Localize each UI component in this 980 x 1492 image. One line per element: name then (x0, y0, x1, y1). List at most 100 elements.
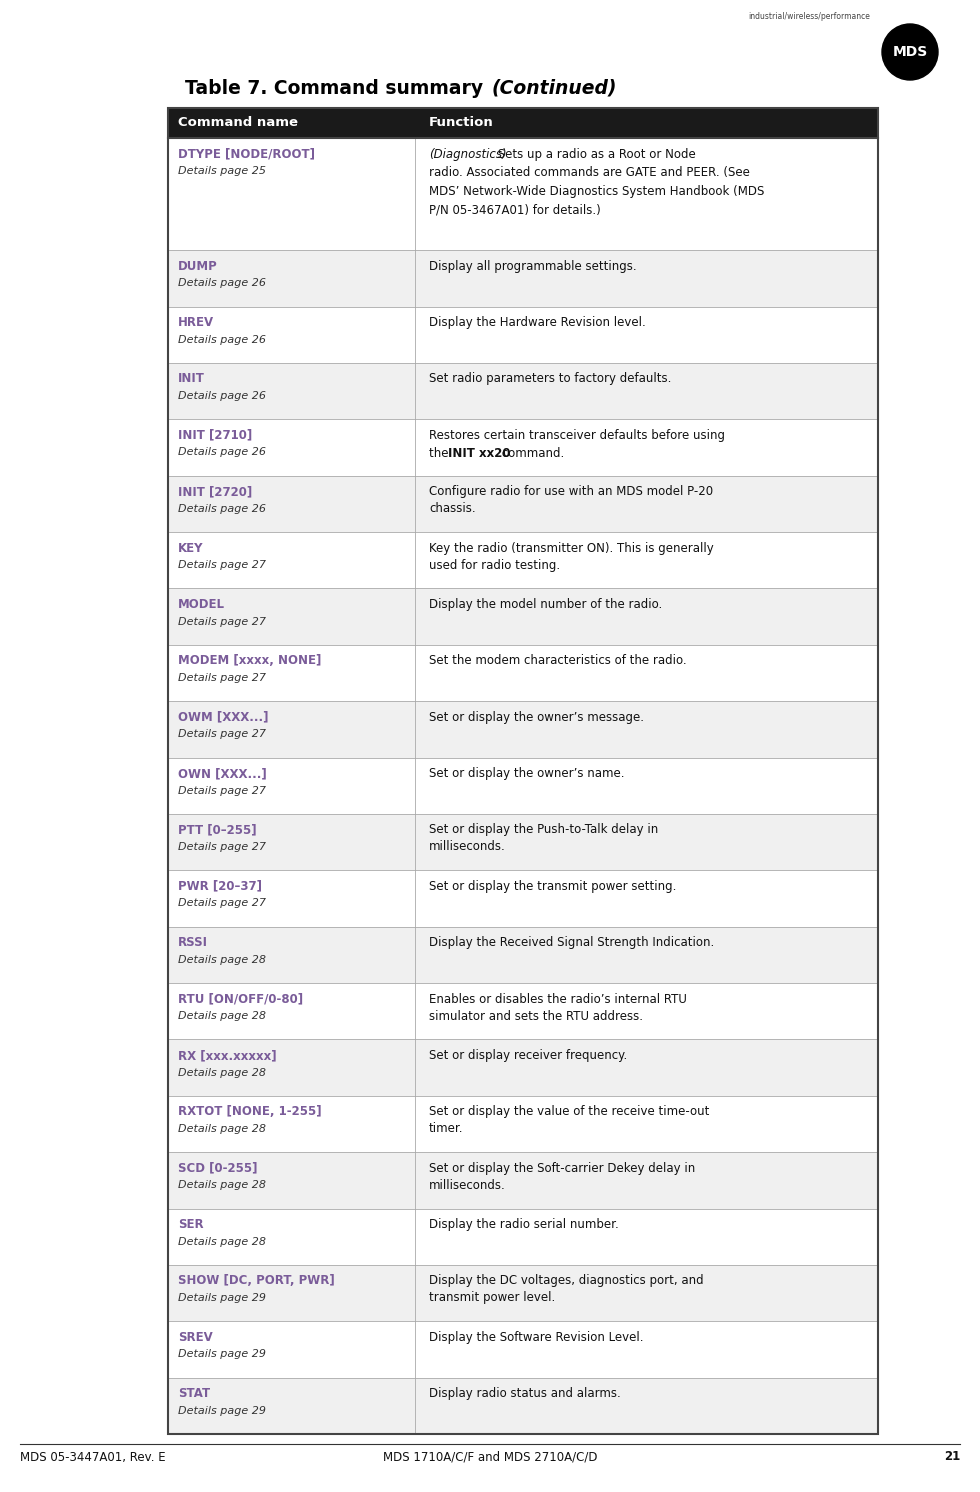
Text: Details page 28: Details page 28 (178, 1068, 266, 1077)
Bar (168, 419, 878, 476)
Text: Details page 27: Details page 27 (178, 841, 266, 852)
Text: command.: command. (498, 448, 564, 461)
Text: Display the radio serial number.: Display the radio serial number. (429, 1217, 618, 1231)
Text: OWM [XXX...]: OWM [XXX...] (178, 710, 269, 724)
Text: Display the DC voltages, diagnostics port, and
transmit power level.: Display the DC voltages, diagnostics por… (429, 1274, 704, 1304)
Text: Function: Function (429, 116, 494, 130)
Text: Display radio status and alarms.: Display radio status and alarms. (429, 1388, 620, 1399)
Text: Details page 28: Details page 28 (178, 1012, 266, 1021)
Bar (168, 1322, 878, 1377)
Text: Set radio parameters to factory defaults.: Set radio parameters to factory defaults… (429, 373, 671, 385)
Bar (168, 701, 878, 758)
Text: Details page 29: Details page 29 (178, 1405, 266, 1416)
Text: Details page 28: Details page 28 (178, 1180, 266, 1191)
Text: Set the modem characteristics of the radio.: Set the modem characteristics of the rad… (429, 655, 687, 667)
Text: Display the model number of the radio.: Display the model number of the radio. (429, 598, 662, 612)
Text: Display the Hardware Revision level.: Display the Hardware Revision level. (429, 316, 646, 330)
Bar (168, 251, 878, 306)
Circle shape (882, 24, 938, 81)
Bar (168, 1040, 878, 1095)
Bar (168, 983, 878, 1040)
Text: Key the radio (transmitter ON). This is generally
used for radio testing.: Key the radio (transmitter ON). This is … (429, 542, 713, 571)
Text: PWR [20–37]: PWR [20–37] (178, 880, 262, 892)
Bar (168, 363, 878, 419)
Text: Details page 29: Details page 29 (178, 1349, 266, 1359)
Bar (168, 107, 878, 137)
Bar (168, 758, 878, 815)
Text: MODEL: MODEL (178, 598, 225, 612)
Text: Details page 29: Details page 29 (178, 1294, 266, 1303)
Text: HREV: HREV (178, 316, 214, 330)
Bar (168, 1209, 878, 1265)
Text: Details page 27: Details page 27 (178, 898, 266, 909)
Text: OWN [XXX...]: OWN [XXX...] (178, 767, 267, 780)
Bar (168, 645, 878, 701)
Text: DUMP: DUMP (178, 260, 218, 273)
Text: Set or display the transmit power setting.: Set or display the transmit power settin… (429, 880, 676, 892)
Text: Details page 26: Details page 26 (178, 279, 266, 288)
Text: Set or display the value of the receive time-out
timer.: Set or display the value of the receive … (429, 1106, 710, 1135)
Text: RXTOT [NONE, 1-255]: RXTOT [NONE, 1-255] (178, 1106, 321, 1119)
Text: (Diagnostics): (Diagnostics) (429, 148, 507, 161)
Text: SHOW [DC, PORT, PWR]: SHOW [DC, PORT, PWR] (178, 1274, 335, 1288)
Text: Display the Received Signal Strength Indication.: Display the Received Signal Strength Ind… (429, 937, 714, 949)
Bar (168, 870, 878, 927)
Text: Set or display the owner’s message.: Set or display the owner’s message. (429, 710, 644, 724)
Text: Enables or disables the radio’s internal RTU
simulator and sets the RTU address.: Enables or disables the radio’s internal… (429, 992, 687, 1022)
Text: Set or display receiver frequency.: Set or display receiver frequency. (429, 1049, 627, 1062)
Text: Details page 26: Details page 26 (178, 448, 266, 458)
Text: INIT xx20: INIT xx20 (449, 448, 511, 461)
Text: SCD [0-255]: SCD [0-255] (178, 1162, 258, 1174)
Bar (168, 476, 878, 533)
Text: Details page 27: Details page 27 (178, 730, 266, 740)
Text: the: the (429, 448, 452, 461)
Text: RTU [ON/OFF/0-80]: RTU [ON/OFF/0-80] (178, 992, 303, 1006)
Text: Details page 28: Details page 28 (178, 955, 266, 965)
Bar (168, 1265, 878, 1322)
Text: Details page 27: Details page 27 (178, 560, 266, 570)
Bar (168, 137, 878, 251)
Text: industrial/wireless/performance: industrial/wireless/performance (748, 12, 870, 21)
Text: Set or display the Push-to-Talk delay in
milliseconds.: Set or display the Push-to-Talk delay in… (429, 824, 659, 853)
Text: MDS 05-3447A01, Rev. E: MDS 05-3447A01, Rev. E (20, 1450, 166, 1464)
Text: Display all programmable settings.: Display all programmable settings. (429, 260, 637, 273)
Text: MDS: MDS (893, 45, 928, 60)
Text: Restores certain transceiver defaults before using: Restores certain transceiver defaults be… (429, 428, 725, 442)
Text: SREV: SREV (178, 1331, 213, 1344)
Text: Details page 26: Details page 26 (178, 334, 266, 345)
Text: MDS’ Network-Wide Diagnostics System Handbook (MDS: MDS’ Network-Wide Diagnostics System Han… (429, 185, 764, 198)
Bar (168, 306, 878, 363)
Text: Details page 25: Details page 25 (178, 166, 266, 176)
Text: Details page 26: Details page 26 (178, 504, 266, 513)
Text: Set or display the owner’s name.: Set or display the owner’s name. (429, 767, 624, 780)
Text: Details page 27: Details page 27 (178, 673, 266, 683)
Text: DTYPE [NODE/ROOT]: DTYPE [NODE/ROOT] (178, 148, 315, 161)
Text: radio. Associated commands are GATE and PEER. (See: radio. Associated commands are GATE and … (429, 166, 750, 179)
Text: Details page 28: Details page 28 (178, 1123, 266, 1134)
Bar (168, 533, 878, 588)
Bar (168, 588, 878, 645)
Bar (168, 1095, 878, 1152)
Text: Command name: Command name (178, 116, 298, 130)
Text: PTT [0–255]: PTT [0–255] (178, 824, 257, 837)
Text: SER: SER (178, 1217, 204, 1231)
Text: (Continued): (Continued) (492, 79, 617, 97)
Text: Sets up a radio as a Root or Node: Sets up a radio as a Root or Node (494, 148, 696, 161)
Text: Table 7. Command summary: Table 7. Command summary (185, 79, 490, 97)
Text: INIT [2720]: INIT [2720] (178, 485, 252, 498)
Bar (168, 1152, 878, 1209)
Text: P/N 05-3467A01) for details.): P/N 05-3467A01) for details.) (429, 203, 601, 216)
Text: INIT [2710]: INIT [2710] (178, 428, 252, 442)
Text: Details page 28: Details page 28 (178, 1237, 266, 1247)
Text: INIT: INIT (178, 373, 205, 385)
Text: 21: 21 (944, 1450, 960, 1464)
Text: Details page 27: Details page 27 (178, 616, 266, 627)
Text: MDS 1710A/C/F and MDS 2710A/C/D: MDS 1710A/C/F and MDS 2710A/C/D (383, 1450, 597, 1464)
Text: Configure radio for use with an MDS model P-20
chassis.: Configure radio for use with an MDS mode… (429, 485, 713, 515)
Text: Details page 27: Details page 27 (178, 786, 266, 795)
Bar (168, 927, 878, 983)
Text: MODEM [xxxx, NONE]: MODEM [xxxx, NONE] (178, 655, 321, 667)
Text: RX [xxx.xxxxx]: RX [xxx.xxxxx] (178, 1049, 276, 1062)
Text: STAT: STAT (178, 1388, 210, 1399)
Bar (168, 1377, 878, 1434)
